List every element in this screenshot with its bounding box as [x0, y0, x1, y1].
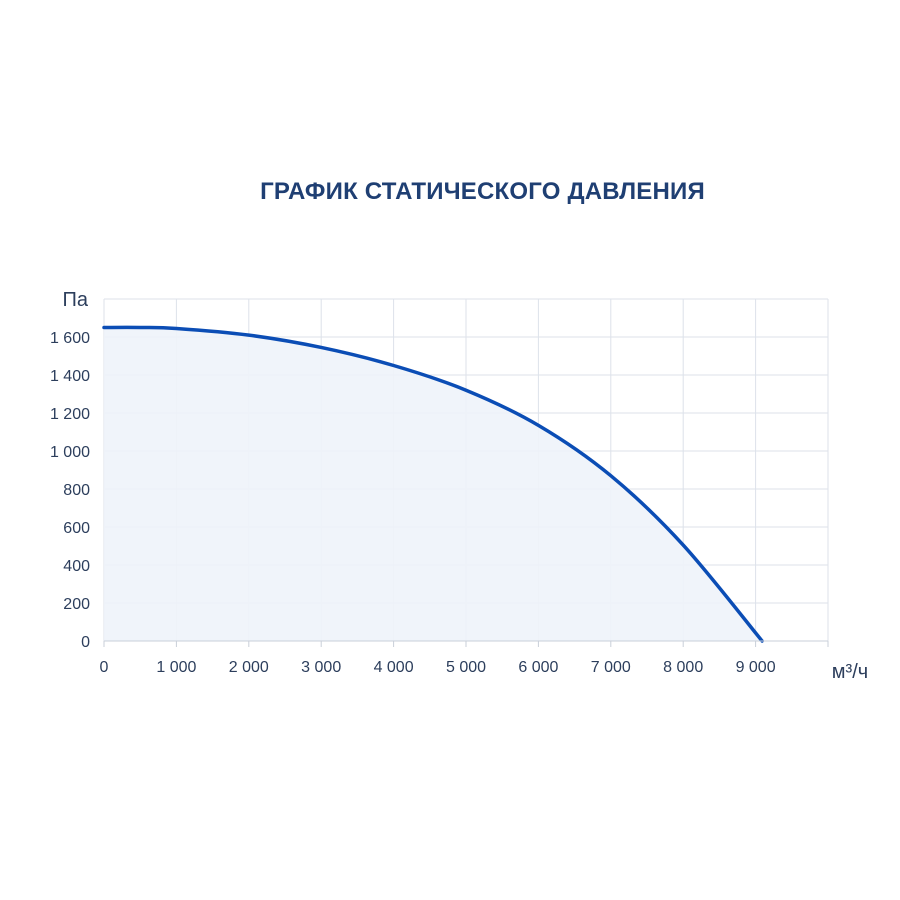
chart-title: ГРАФИК СТАТИЧЕСКОГО ДАВЛЕНИЯ	[260, 178, 705, 205]
x-tick-label: 8 000	[663, 659, 703, 676]
pressure-curve-line	[102, 325, 764, 643]
y-tick-label: 400	[63, 558, 90, 575]
x-tick-label: 1 000	[156, 659, 196, 676]
x-axis-unit: м³/ч	[832, 661, 868, 683]
curve-area-fill	[104, 327, 763, 641]
x-tick-label: 4 000	[374, 659, 414, 676]
x-tick-label: 7 000	[591, 659, 631, 676]
x-tick-label: 3 000	[301, 659, 341, 676]
y-tick-label: 0	[81, 634, 90, 651]
y-tick-label: 1 000	[50, 444, 90, 461]
x-tick-label: 0	[100, 659, 109, 676]
y-axis-unit: Па	[63, 289, 89, 311]
x-tick-label: 2 000	[229, 659, 269, 676]
x-tick-label: 6 000	[518, 659, 558, 676]
y-tick-label: 200	[63, 596, 90, 613]
x-tick-label: 9 000	[736, 659, 776, 676]
y-tick-label: 1 400	[50, 368, 90, 385]
y-tick-label: 1 200	[50, 406, 90, 423]
y-tick-label: 800	[63, 482, 90, 499]
y-tick-label: 1 600	[50, 330, 90, 347]
y-tick-label: 600	[63, 520, 90, 537]
x-tick-label: 5 000	[446, 659, 486, 676]
